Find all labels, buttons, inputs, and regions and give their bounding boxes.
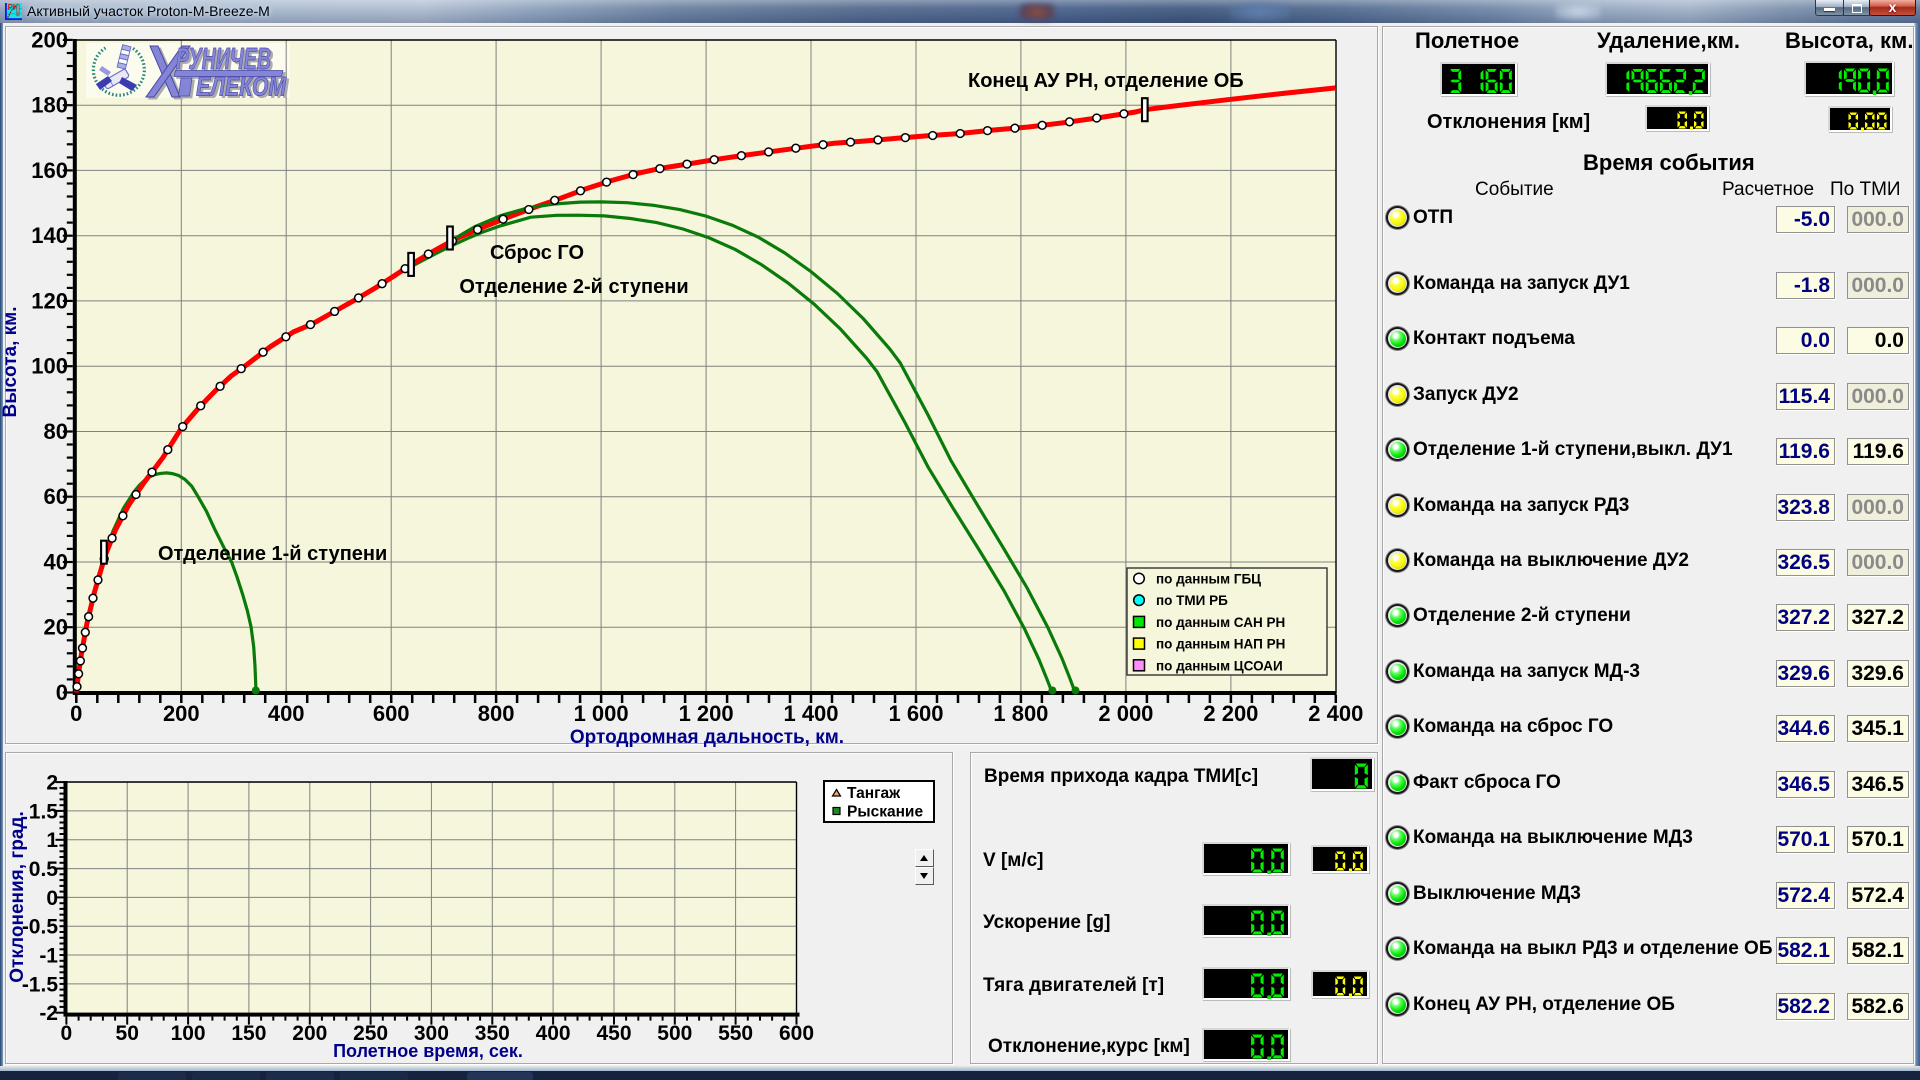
svg-text:-1.5: -1.5 xyxy=(22,973,59,996)
svg-text:0: 0 xyxy=(61,1022,73,1045)
svg-text:-1: -1 xyxy=(39,945,58,968)
svg-text:Отделение 1-й ступени: Отделение 1-й ступени xyxy=(158,543,387,565)
svg-text:600: 600 xyxy=(779,1022,814,1045)
svg-text:0: 0 xyxy=(56,680,68,705)
svg-text:Тангаж: Тангаж xyxy=(847,785,901,802)
svg-text:200: 200 xyxy=(31,27,68,52)
svg-text:ЕЛЕКОМ: ЕЛЕКОМ xyxy=(196,72,286,102)
svg-text:по данным ГБЦ: по данным ГБЦ xyxy=(1156,572,1261,587)
svg-text:600: 600 xyxy=(373,701,410,726)
svg-text:160: 160 xyxy=(31,158,68,183)
svg-text:800: 800 xyxy=(478,701,515,726)
svg-text:по ТМИ РБ: по ТМИ РБ xyxy=(1156,593,1228,608)
svg-text:400: 400 xyxy=(536,1022,571,1045)
svg-text:100: 100 xyxy=(31,354,68,379)
svg-text:450: 450 xyxy=(596,1022,631,1045)
svg-text:Высота, км.: Высота, км. xyxy=(0,307,21,418)
svg-text:550: 550 xyxy=(718,1022,753,1045)
svg-text:100: 100 xyxy=(171,1022,206,1045)
svg-text:2 400: 2 400 xyxy=(1308,701,1363,726)
svg-text:ЕЛЕКОМ: ЕЛЕКОМ xyxy=(199,74,289,104)
svg-text:200: 200 xyxy=(292,1022,327,1045)
svg-text:150: 150 xyxy=(231,1022,266,1045)
svg-text:Сброс ГО: Сброс ГО xyxy=(490,242,584,264)
svg-text:1 800: 1 800 xyxy=(993,701,1048,726)
svg-text:1: 1 xyxy=(46,829,58,852)
svg-text:1.5: 1.5 xyxy=(29,800,59,823)
svg-text:2 200: 2 200 xyxy=(1203,701,1258,726)
svg-text:2 000: 2 000 xyxy=(1098,701,1153,726)
svg-text:по данным САН РН: по данным САН РН xyxy=(1156,615,1285,630)
svg-text:200: 200 xyxy=(163,701,200,726)
svg-text:120: 120 xyxy=(31,288,68,313)
svg-text:1 400: 1 400 xyxy=(783,701,838,726)
svg-text:20: 20 xyxy=(44,615,68,640)
svg-text:60: 60 xyxy=(44,484,68,509)
svg-text:400: 400 xyxy=(268,701,305,726)
svg-text:250: 250 xyxy=(353,1022,388,1045)
svg-text:1 000: 1 000 xyxy=(574,701,629,726)
svg-text:Отделение 2-й ступени: Отделение 2-й ступени xyxy=(459,276,688,298)
svg-text:Отклонения, град.: Отклонения, град. xyxy=(7,811,28,983)
svg-text:80: 80 xyxy=(44,419,68,444)
svg-text:0: 0 xyxy=(70,701,82,726)
svg-text:-2: -2 xyxy=(39,1002,58,1025)
svg-text:Конец АУ РН, отделение ОБ: Конец АУ РН, отделение ОБ xyxy=(968,70,1244,92)
svg-text:-0.5: -0.5 xyxy=(22,916,59,939)
svg-text:300: 300 xyxy=(414,1022,449,1045)
svg-text:500: 500 xyxy=(657,1022,692,1045)
svg-text:140: 140 xyxy=(31,223,68,248)
svg-text:Рыскание: Рыскание xyxy=(847,804,923,821)
svg-text:0: 0 xyxy=(46,887,58,910)
svg-text:40: 40 xyxy=(44,550,68,575)
svg-text:1 200: 1 200 xyxy=(679,701,734,726)
svg-text:Полетное время, сек.: Полетное время, сек. xyxy=(333,1041,523,1061)
svg-text:2: 2 xyxy=(46,772,58,795)
svg-text:по данным ЦСОАИ: по данным ЦСОАИ xyxy=(1156,658,1283,673)
svg-text:Ортодромная дальность, км.: Ортодромная дальность, км. xyxy=(570,727,844,748)
svg-text:по данным НАП РН: по данным НАП РН xyxy=(1156,637,1285,652)
svg-text:0.5: 0.5 xyxy=(29,858,59,881)
svg-text:180: 180 xyxy=(31,93,68,118)
svg-text:1 600: 1 600 xyxy=(888,701,943,726)
svg-text:50: 50 xyxy=(116,1022,139,1045)
svg-text:350: 350 xyxy=(475,1022,510,1045)
